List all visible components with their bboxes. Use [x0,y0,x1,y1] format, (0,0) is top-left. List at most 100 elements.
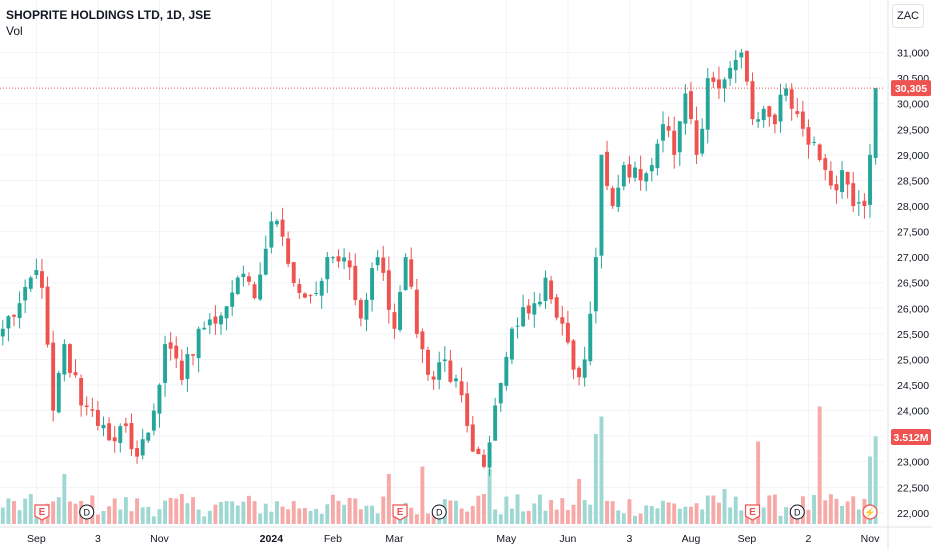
candle-body [459,381,464,396]
candle [325,251,330,293]
candle [398,285,402,332]
event-marker-dividend[interactable]: D [431,504,447,520]
y-tick-label: 24,500 [897,380,929,392]
candle [482,449,486,469]
volume-tag-bg [891,429,931,445]
volume-tag-label: 3.512M [893,432,928,444]
candle-body [62,344,67,375]
candle-body [252,284,257,299]
event-marker-dividend[interactable]: D [789,504,805,520]
volume-bar [744,515,749,524]
candle-body [409,259,414,287]
candle [0,320,5,346]
candle [610,185,615,209]
candle [101,416,106,437]
candle-body [560,317,565,324]
candle [834,175,839,204]
candle [812,136,817,146]
event-markers: E D E D E D ⚡ [34,504,878,521]
event-marker-earnings[interactable]: E [34,504,50,521]
volume-bar [151,516,156,524]
volume-bar [291,501,296,524]
candle-body [487,442,492,468]
volume-bar [23,498,28,524]
candle-body [269,221,274,248]
volume-bar [6,498,11,524]
candle-body [286,238,291,264]
volume-bar [258,513,263,524]
event-marker-earnings[interactable]: E [392,504,408,521]
candle [873,88,878,165]
candle-body [297,284,302,293]
volume-bar [157,509,162,524]
candle-body [330,257,335,259]
volume-tag: 3.512M [891,429,931,445]
candle-body [235,277,240,294]
candle-body [476,448,481,455]
x-tick-label: May [496,533,517,545]
volume-bar [761,507,766,524]
candle [84,396,89,416]
candle [454,374,458,388]
volume-bar [823,500,828,524]
candle [476,446,481,455]
volume-bar [414,514,419,524]
x-tick-label: 3 [627,533,633,545]
volume-bar [179,494,184,524]
volume-bar [168,497,173,524]
event-marker-split[interactable]: ⚡ [862,504,878,520]
candle-body [454,378,458,382]
candle-body [509,328,514,360]
candle [728,61,733,86]
candle-body [683,93,688,124]
candle [28,275,33,293]
currency-button[interactable]: ZAC [892,4,924,28]
candle-body [196,328,201,359]
volume-bar [330,494,335,524]
candle-body [526,305,531,314]
candle-body [627,164,632,178]
candle-body [420,331,425,350]
y-tick-label: 28,500 [897,175,929,187]
volume-bar [498,514,503,524]
y-tick-label: 27,500 [897,227,929,239]
split-badge [862,504,878,520]
volume-bar [605,500,610,524]
candle [207,313,212,335]
volume-bar [129,511,134,524]
event-marker-earnings[interactable]: E [744,504,761,521]
earnings-badge [34,504,50,521]
x-tick-label: 2024 [260,533,284,545]
x-tick-label: Aug [682,533,701,545]
candle [733,50,738,84]
event-marker-dividend[interactable]: D [79,504,95,520]
candle-body [381,257,386,273]
volume-bar [756,441,761,524]
volume-bar [521,511,526,524]
volume-bar [582,500,587,524]
candle [756,111,761,128]
volume-bar [17,510,22,524]
volume-bar [95,514,100,524]
candle-body [90,409,95,411]
volume-bar [386,474,391,524]
candle-body [789,89,794,109]
candle [739,48,744,69]
volume-bar [509,508,514,524]
candle [851,171,856,212]
candle [12,314,16,327]
candle-body [851,183,856,207]
candle [95,400,100,431]
candle [823,153,828,181]
candle-body [610,188,615,207]
volume-bar [655,508,660,524]
volume-bar [375,513,380,524]
volume-bar [812,495,817,524]
volume-bar [454,500,458,524]
candle-body [537,301,542,305]
candle-body [694,120,699,155]
candle-body [386,270,391,310]
candle [504,351,509,391]
